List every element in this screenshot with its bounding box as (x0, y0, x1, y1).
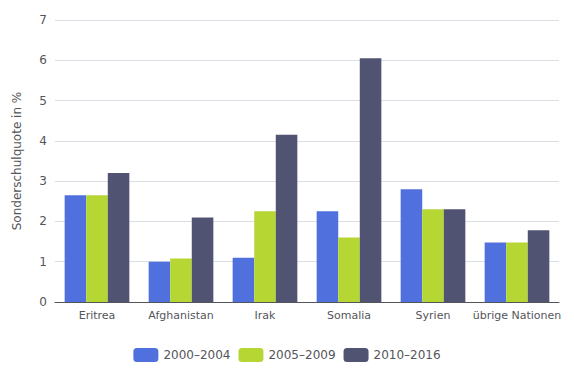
svg-text:Irak: Irak (255, 309, 277, 322)
svg-text:Sonderschulquote in %: Sonderschulquote in % (10, 92, 24, 231)
svg-text:Syrien: Syrien (416, 309, 451, 322)
svg-text:2005–2009: 2005–2009 (268, 348, 335, 362)
svg-text:0: 0 (39, 295, 47, 309)
svg-text:3: 3 (39, 174, 47, 188)
svg-text:5: 5 (39, 94, 47, 108)
svg-text:4: 4 (39, 134, 47, 148)
svg-text:2: 2 (39, 214, 47, 228)
svg-text:Eritrea: Eritrea (79, 309, 116, 322)
svg-text:2000–2004: 2000–2004 (163, 348, 230, 362)
svg-text:Somalia: Somalia (327, 309, 371, 322)
svg-text:Afghanistan: Afghanistan (148, 309, 214, 322)
svg-text:2010–2016: 2010–2016 (374, 348, 441, 362)
svg-text:7: 7 (39, 13, 47, 27)
svg-text:übrige Nationen: übrige Nationen (473, 309, 562, 322)
svg-text:1: 1 (39, 255, 47, 269)
svg-text:6: 6 (39, 53, 47, 67)
